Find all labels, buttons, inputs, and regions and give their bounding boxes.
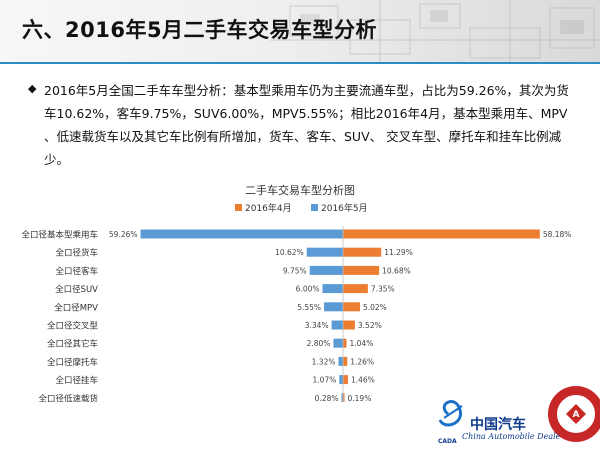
bar-may [306, 247, 343, 257]
category-label: 全口径其它车 [47, 339, 98, 350]
logo-area: A [430, 384, 600, 450]
category-label: 全口径摩托车 [47, 357, 98, 368]
legend-label-april: 2016年4月 [245, 202, 292, 214]
category-label: 全口径MPV [54, 302, 98, 313]
data-label-may: 9.75% [283, 266, 307, 275]
data-label-april: 11.29% [384, 248, 413, 257]
bar-may [333, 338, 343, 348]
category-label: 全口径客车 [55, 266, 98, 277]
bar-april [343, 338, 347, 348]
svg-text:A: A [573, 410, 580, 420]
page-title: 六、2016年5月二手车交易车型分析 [22, 18, 378, 42]
legend-swatch-april [235, 204, 242, 211]
bar-may [322, 284, 343, 294]
bar-april [343, 302, 360, 312]
cada-logo-icon: A [438, 386, 600, 442]
data-label-april: 5.02% [363, 303, 387, 312]
bar-may [338, 356, 343, 366]
category-label: 全口径低速载货 [38, 393, 98, 402]
data-label-april: 58.18% [543, 230, 572, 239]
data-label-may: 5.55% [297, 303, 321, 312]
data-label-april: 1.26% [350, 357, 374, 366]
chart-title: 二手车交易车型分析图 [245, 183, 355, 197]
data-label-may: 59.26% [109, 230, 138, 239]
data-label-may: 1.32% [312, 357, 336, 366]
brand-name-en: China Automobile Deale [462, 432, 561, 441]
bar-may [339, 375, 343, 385]
brand-abbreviation: CADA [438, 438, 457, 445]
data-label-may: 2.80% [307, 339, 331, 348]
bar-may [331, 320, 343, 330]
header-divider [0, 62, 600, 64]
bar-april [343, 356, 348, 366]
bar-april [343, 393, 345, 402]
data-label-april: 7.35% [371, 285, 395, 294]
header-pattern-graphic [270, 0, 600, 62]
category-label: 全口径基本型乘用车 [21, 230, 98, 241]
summary-paragraph: 2016年5月全国二手车车型分析：基本型乘用车仍为主要流通车型，占比为59.26… [44, 83, 569, 167]
bar-may [324, 302, 343, 312]
data-label-april: 3.52% [358, 321, 382, 330]
data-label-may: 0.28% [315, 394, 339, 402]
bar-april [343, 247, 382, 257]
bar-april [343, 284, 368, 294]
data-label-may: 6.00% [296, 285, 320, 294]
data-label-april: 10.68% [382, 266, 411, 275]
legend-swatch-may [311, 204, 318, 211]
bar-april [343, 229, 540, 239]
bar-april [343, 375, 348, 385]
data-label-may: 10.62% [275, 248, 304, 257]
bar-may [309, 265, 343, 275]
category-label: 全口径货车 [55, 248, 98, 259]
header-banner: 六、2016年5月二手车交易车型分析 [0, 0, 600, 62]
data-label-may: 3.34% [305, 321, 329, 330]
category-label: 全口径交叉型 [47, 321, 99, 332]
bullet-icon: ◆ [28, 82, 37, 95]
data-label-april: 1.04% [350, 339, 374, 348]
brand-name-cn: 中国汽车 [470, 417, 526, 433]
bar-may [341, 393, 343, 402]
data-label-april: 1.46% [351, 376, 375, 385]
bar-may [140, 229, 343, 239]
data-label-may: 1.07% [313, 376, 337, 385]
data-label-april: 0.19% [348, 394, 372, 402]
bar-april [343, 265, 380, 275]
category-label: 全口径挂车 [55, 375, 98, 386]
category-label: 全口径SUV [55, 284, 98, 295]
bar-april [343, 320, 355, 330]
legend-label-may: 2016年5月 [321, 202, 368, 214]
